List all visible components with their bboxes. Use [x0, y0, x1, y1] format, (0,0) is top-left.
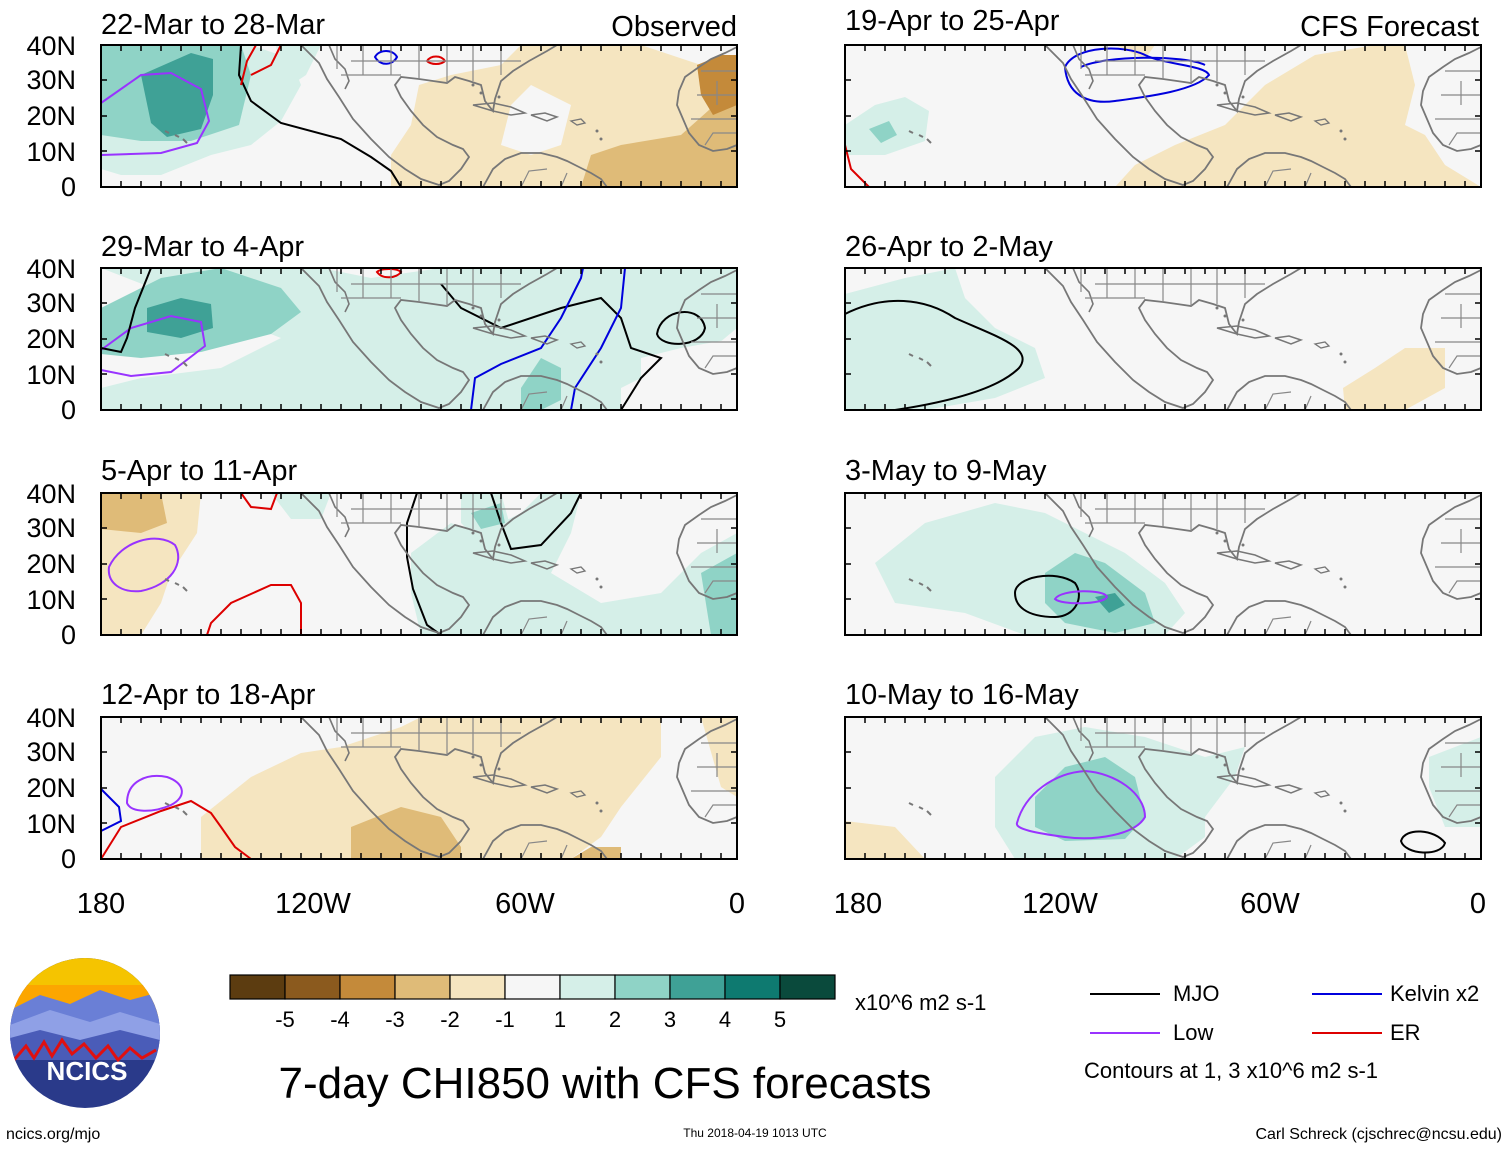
colorbar-swatch	[724, 974, 781, 1000]
lat-label: 40N	[26, 31, 76, 61]
lat-labels-row-1: 40N 30N 20N 10N 0	[26, 31, 76, 202]
lon-label: 180	[77, 888, 125, 920]
panel-title-5: 19-Apr to 25-Apr	[845, 5, 1060, 37]
lat-labels-row-2: 40N 30N 20N 10N 0	[26, 254, 76, 425]
panel-title-3: 5-Apr to 11-Apr	[101, 455, 297, 487]
lat-label: 20N	[26, 324, 76, 354]
panel-title-2: 29-Mar to 4-Apr	[101, 231, 304, 263]
legend-label-mjo: MJO	[1173, 981, 1219, 1006]
lon-labels-left: 180 120W 60W 0	[77, 888, 745, 920]
colorbar: -5 -4 -3 -2 -1 1 2 3 4 5	[229, 974, 836, 1032]
lon-label: 120W	[275, 888, 351, 920]
colorbar-tick-label: 2	[609, 1007, 621, 1032]
footer-timestamp: Thu 2018-04-19 1013 UTC	[683, 1126, 827, 1140]
lon-label: 60W	[495, 888, 555, 920]
colorbar-tick-label: -3	[385, 1007, 405, 1032]
lat-label: 20N	[26, 101, 76, 131]
lat-label: 40N	[26, 479, 76, 509]
lon-label: 180	[834, 888, 882, 920]
lat-label: 0	[61, 395, 76, 425]
colorbar-tick-label: -2	[440, 1007, 460, 1032]
lon-labels-right: 180 120W 60W 0	[834, 888, 1486, 920]
colorbar-tick-label: 3	[664, 1007, 676, 1032]
map-panel-3	[100, 492, 738, 636]
forecast-header: CFS Forecast	[1300, 11, 1479, 43]
lat-label: 20N	[26, 549, 76, 579]
lon-label: 120W	[1022, 888, 1098, 920]
lat-label: 30N	[26, 513, 76, 543]
map-panel-1	[100, 44, 738, 188]
colorbar-swatch	[449, 974, 506, 1000]
lat-label: 10N	[26, 137, 76, 167]
colorbar-swatch	[504, 974, 561, 1000]
footer-url: ncics.org/mjo	[6, 1126, 100, 1143]
panel-title-8: 10-May to 16-May	[845, 679, 1079, 711]
colorbar-tick-label: -1	[495, 1007, 515, 1032]
lat-label: 30N	[26, 65, 76, 95]
lat-labels-row-4: 40N 30N 20N 10N 0	[26, 703, 76, 874]
logo-text: NCICS	[47, 1056, 128, 1086]
panel-title-4: 12-Apr to 18-Apr	[101, 679, 316, 711]
lat-label: 10N	[26, 360, 76, 390]
colorbar-tick-label: 5	[774, 1007, 786, 1032]
lat-label: 0	[61, 620, 76, 650]
legend-label-er: ER	[1390, 1020, 1421, 1045]
lat-label: 0	[61, 172, 76, 202]
main-title: 7-day CHI850 with CFS forecasts	[279, 1059, 932, 1108]
footer-credit: Carl Schreck (cjschrec@ncsu.edu)	[1255, 1126, 1502, 1143]
legend: MJO Kelvin x2 Low ER Contours at 1, 3 x1…	[1084, 981, 1479, 1083]
panel-title-7: 3-May to 9-May	[845, 455, 1047, 487]
colorbar-swatch	[229, 974, 286, 1000]
colorbar-tick-label: -5	[275, 1007, 295, 1032]
lon-label: 0	[1470, 888, 1486, 920]
lat-label: 20N	[26, 773, 76, 803]
map-panel-4	[100, 716, 738, 860]
colorbar-tick-label: 4	[719, 1007, 731, 1032]
map-panel-6	[844, 267, 1482, 411]
panel-title-1: 22-Mar to 28-Mar	[101, 9, 325, 41]
colorbar-tick-label: 1	[554, 1007, 566, 1032]
map-panel-7	[844, 492, 1482, 636]
map-panel-5	[844, 44, 1482, 188]
legend-note: Contours at 1, 3 x10^6 m2 s-1	[1084, 1058, 1378, 1083]
lat-label: 0	[61, 844, 76, 874]
observed-header: Observed	[611, 11, 737, 43]
colorbar-swatch	[284, 974, 341, 1000]
panel-title-6: 26-Apr to 2-May	[845, 231, 1053, 263]
legend-label-low: Low	[1173, 1020, 1213, 1045]
lat-label: 10N	[26, 809, 76, 839]
lat-label: 10N	[26, 585, 76, 615]
colorbar-units: x10^6 m2 s-1	[855, 990, 986, 1015]
colorbar-swatch	[669, 974, 726, 1000]
colorbar-tick-label: -4	[330, 1007, 350, 1032]
colorbar-swatch	[779, 974, 836, 1000]
ncics-logo: NCICS	[10, 958, 160, 1108]
lat-label: 30N	[26, 288, 76, 318]
lon-label: 0	[729, 888, 745, 920]
legend-label-kelvin: Kelvin x2	[1390, 981, 1479, 1006]
colorbar-swatch	[614, 974, 671, 1000]
lat-label: 40N	[26, 703, 76, 733]
colorbar-swatch	[339, 974, 396, 1000]
lat-labels-row-3: 40N 30N 20N 10N 0	[26, 479, 76, 650]
colorbar-swatch	[394, 974, 451, 1000]
map-panel-2	[100, 267, 738, 411]
map-panel-8	[844, 716, 1482, 860]
lon-label: 60W	[1240, 888, 1300, 920]
lat-label: 40N	[26, 254, 76, 284]
colorbar-swatch	[559, 974, 616, 1000]
lat-label: 30N	[26, 737, 76, 767]
